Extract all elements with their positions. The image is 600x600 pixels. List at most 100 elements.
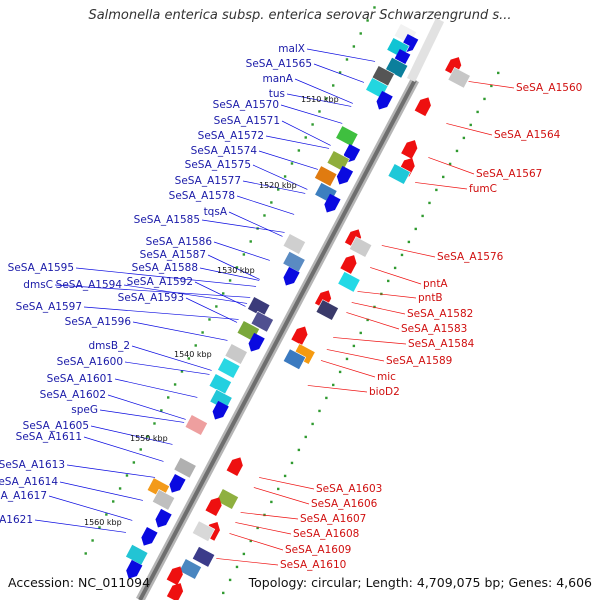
tick-dot bbox=[235, 266, 239, 269]
gene-block bbox=[250, 310, 274, 333]
tick-dot bbox=[228, 578, 232, 582]
gene-label-right: SeSA_A1608 bbox=[293, 528, 359, 540]
gene-label-right: SeSA_A1582 bbox=[407, 308, 473, 320]
gene-label-left: SeSA_A1621 bbox=[0, 514, 33, 526]
gene-label-left: SeSA_A1565 bbox=[246, 58, 312, 70]
gene-label-left: SeSA_A1575 bbox=[185, 159, 251, 171]
label-leader bbox=[468, 81, 515, 89]
gene-label-left: dmsB_2 bbox=[89, 340, 131, 352]
tick-dot bbox=[483, 97, 486, 101]
gene-block bbox=[447, 66, 471, 89]
tick-dot bbox=[352, 344, 356, 348]
scale-label: 1540 kbp bbox=[174, 350, 212, 359]
gene-label-right: SeSA_A1564 bbox=[494, 129, 561, 141]
label-leader bbox=[132, 321, 228, 341]
tick-dot bbox=[187, 357, 191, 360]
label-leader bbox=[124, 361, 210, 375]
label-leader bbox=[346, 312, 400, 330]
gene-arrow bbox=[376, 90, 393, 110]
tick-dot bbox=[352, 45, 356, 48]
tick-dot bbox=[393, 266, 397, 270]
tick-dot bbox=[332, 383, 335, 387]
gene-arrow bbox=[401, 140, 418, 159]
tick-dot bbox=[242, 253, 246, 256]
tick-dot bbox=[249, 539, 252, 543]
gene-arrow bbox=[324, 193, 341, 213]
tick-dot bbox=[222, 292, 225, 295]
label-leader bbox=[370, 267, 422, 285]
label-leader bbox=[265, 135, 330, 149]
scale-labels: 1510 kbp 1520 kbp 1530 kbp 1540 kbp 1550 kbp… bbox=[84, 95, 339, 527]
tick-dot bbox=[180, 370, 184, 373]
tick-dot bbox=[105, 513, 108, 516]
gene-label-right: SeSA_A1609 bbox=[285, 544, 351, 556]
tick-dot bbox=[455, 149, 459, 153]
tick-dot bbox=[153, 422, 156, 425]
gene-label-right: bioD2 bbox=[369, 386, 400, 398]
label-leader bbox=[199, 267, 260, 281]
tick-dot bbox=[84, 552, 87, 555]
tick-dot bbox=[373, 6, 376, 9]
tick-dot bbox=[290, 461, 294, 465]
gene-label-right: SeSA_A1583 bbox=[401, 323, 467, 335]
tick-dot bbox=[414, 227, 417, 231]
scale-label: 1560 kbp bbox=[84, 518, 122, 527]
gene-block bbox=[337, 271, 361, 293]
label-leader bbox=[240, 512, 299, 520]
gene-label-left: SeSA_A1600 bbox=[57, 356, 123, 368]
tick-dot bbox=[476, 110, 479, 114]
tick-dot bbox=[215, 305, 218, 308]
gene-label-right: SeSA_A1607 bbox=[300, 513, 366, 525]
label-leader bbox=[235, 522, 292, 535]
label-leader bbox=[59, 481, 143, 501]
scale-label: 1520 kbp bbox=[259, 181, 297, 190]
tick-dot bbox=[283, 175, 287, 178]
label-leaders bbox=[34, 48, 515, 566]
gene-label-right: SeSA_A1589 bbox=[386, 355, 452, 367]
tick-dot bbox=[435, 188, 438, 192]
tick-dot bbox=[325, 396, 328, 400]
label-leader bbox=[228, 211, 283, 237]
tick-dot bbox=[345, 357, 349, 361]
gene-arrow bbox=[141, 526, 158, 546]
gene-label-left: SeSA_A1592 bbox=[127, 276, 193, 288]
label-leader bbox=[99, 409, 185, 423]
tick-dot bbox=[442, 175, 445, 179]
gene-block bbox=[217, 357, 241, 379]
gene-arrow bbox=[166, 566, 183, 586]
gene-label-right: SeSA_A1560 bbox=[516, 82, 582, 94]
label-leader bbox=[306, 48, 376, 62]
tick-dot bbox=[304, 136, 307, 139]
gene-label-right: fumC bbox=[469, 183, 497, 195]
gene-block bbox=[315, 299, 339, 321]
gene-block bbox=[348, 236, 373, 258]
gene-label-right: pntA bbox=[423, 278, 448, 290]
tick-dot bbox=[263, 214, 266, 217]
gene-block bbox=[247, 296, 271, 318]
gene-label-left: SeSA_A1597 bbox=[16, 301, 82, 313]
gene-label-left: SeSA_A1611 bbox=[16, 431, 82, 443]
gene-label-left: SeSA_A1593 bbox=[118, 292, 184, 304]
gene-label-right: SeSA_A1584 bbox=[408, 338, 475, 350]
tick-dot bbox=[311, 422, 314, 426]
label-leader bbox=[313, 63, 365, 83]
tick-dot bbox=[338, 370, 342, 374]
gene-label-left: SeSA_A1587 bbox=[140, 249, 206, 261]
label-leader bbox=[242, 180, 306, 194]
tick-dot bbox=[270, 201, 273, 204]
gene-block bbox=[326, 150, 350, 172]
label-leader bbox=[54, 284, 251, 298]
gene-label-left: SeSA_A1574 bbox=[191, 145, 258, 157]
tick-dot bbox=[160, 409, 163, 412]
gene-label-right: pntB bbox=[418, 292, 443, 304]
gene-label-left: SeSA_A1571 bbox=[214, 115, 280, 127]
gene-block bbox=[184, 414, 208, 436]
gene-label-left: SeSA_A1596 bbox=[65, 316, 132, 328]
gene-block bbox=[387, 163, 411, 185]
gene-label-left: tus bbox=[269, 88, 285, 100]
tick-dot bbox=[359, 331, 362, 335]
label-leader bbox=[66, 464, 156, 478]
tick-dot bbox=[318, 409, 321, 413]
label-leader bbox=[194, 281, 246, 307]
tick-dot bbox=[91, 539, 94, 542]
